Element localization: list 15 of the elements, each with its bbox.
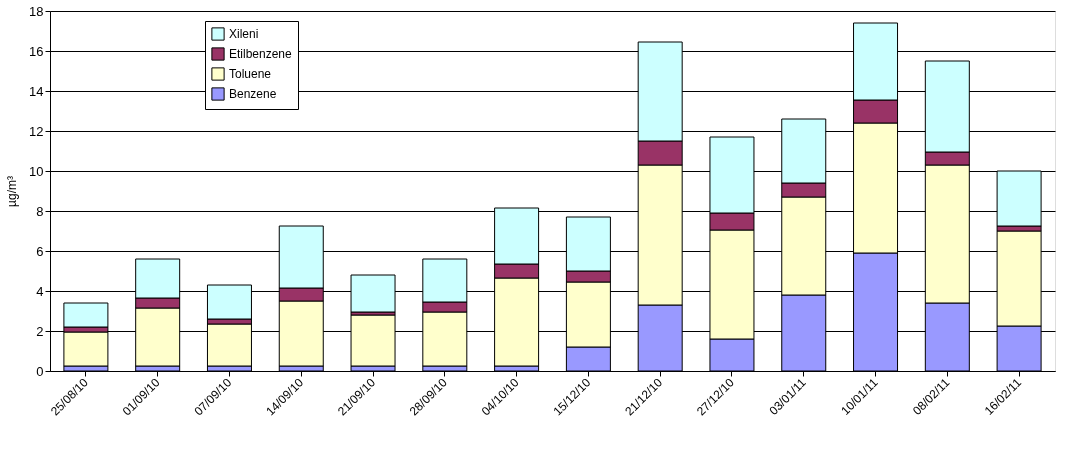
legend-label: Toluene — [229, 67, 272, 81]
legend-label: Etilbenzene — [229, 47, 293, 61]
y-tick-label: 12 — [29, 123, 44, 139]
y-tick-label: 8 — [36, 203, 44, 219]
y-axis-title: µg/m³ — [5, 176, 20, 207]
y-tick-label: 6 — [36, 243, 44, 259]
y-tick-label: 2 — [36, 323, 44, 339]
y-tick-label: 4 — [36, 283, 44, 299]
y-tick-label: 14 — [29, 83, 44, 99]
y-tick-label: 16 — [29, 43, 44, 59]
legend-label: Xileni — [229, 27, 259, 41]
y-tick-label: 0 — [36, 363, 44, 379]
y-tick-label: 18 — [29, 3, 44, 19]
y-tick-label: 10 — [29, 163, 44, 179]
legend-label: Benzene — [229, 87, 277, 101]
